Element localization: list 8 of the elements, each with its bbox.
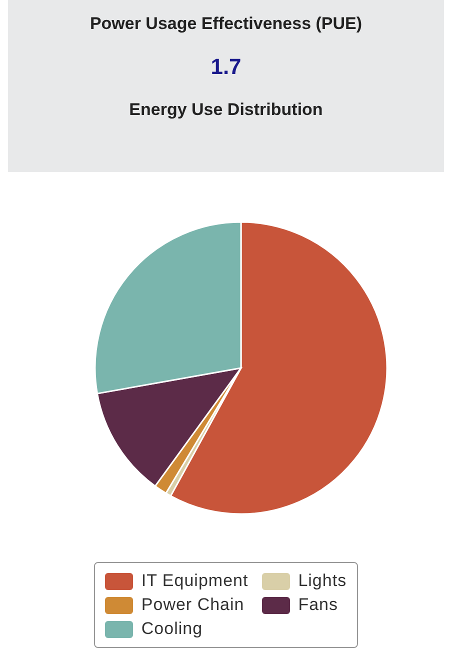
legend-label: Cooling <box>141 619 203 639</box>
legend-label: Fans <box>298 595 338 615</box>
chart-title: Power Usage Effectiveness (PUE) <box>88 13 364 34</box>
text: Energy Use Distribution <box>128 100 324 120</box>
legend-label: Lights <box>298 571 347 591</box>
legend-label: Power Chain <box>141 595 244 615</box>
chart-subtitle: 1.7 <box>210 54 242 80</box>
legend-label: IT Equipment <box>141 571 248 591</box>
